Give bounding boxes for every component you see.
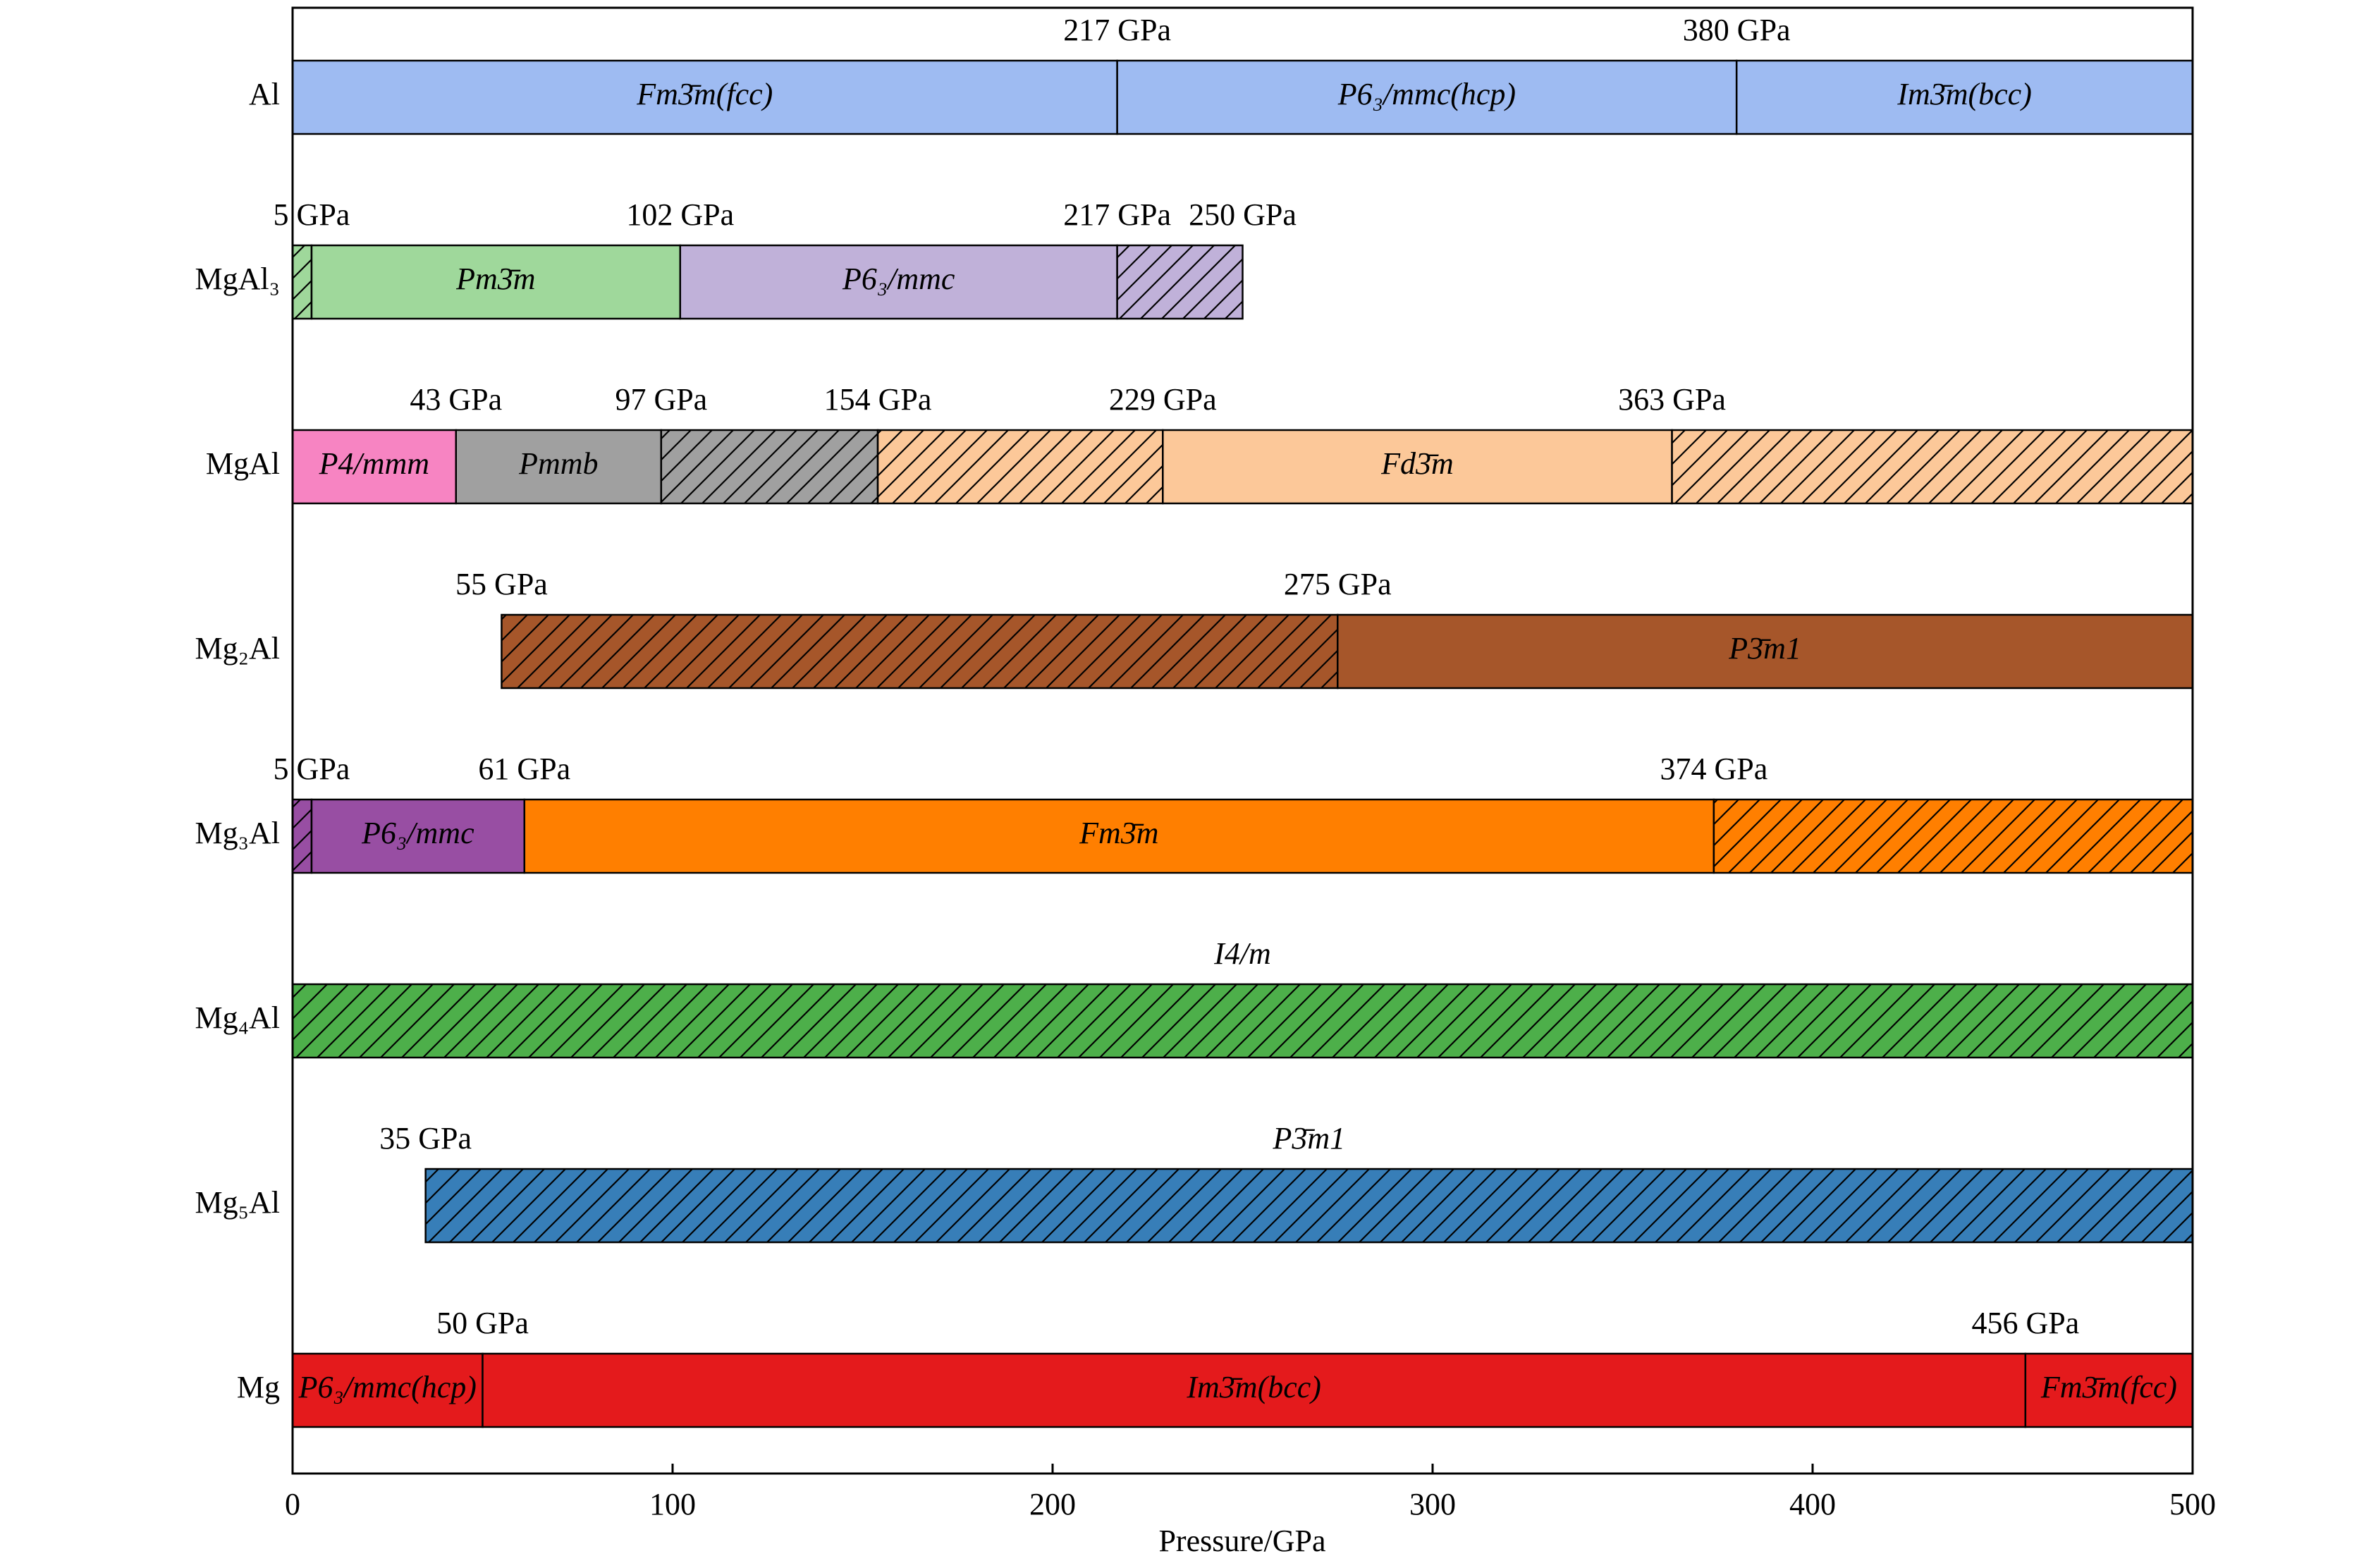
x-tick-label: 500 bbox=[2169, 1487, 2216, 1521]
row-label: Mg bbox=[237, 1370, 280, 1404]
phase-label: P6₃/mmc(hcp) bbox=[1337, 77, 1516, 111]
phase-label: P6₃/mmc bbox=[842, 262, 955, 296]
phase-segment bbox=[1117, 61, 1737, 134]
boundary-label: 102 GPa bbox=[626, 197, 734, 232]
hatch bbox=[293, 800, 312, 873]
x-tick-label: 100 bbox=[649, 1487, 696, 1521]
hatch bbox=[1117, 245, 1243, 319]
row-label: Mg₅Al bbox=[195, 1185, 280, 1220]
phase-segment bbox=[524, 800, 1714, 873]
plot-frame bbox=[291, 6, 2194, 1475]
hatch bbox=[661, 430, 878, 503]
row-label: MgAl₃ bbox=[195, 262, 280, 296]
phase-label: P6₃/mmc bbox=[361, 816, 474, 850]
phase-label: Im3̄m(bcc) bbox=[1897, 77, 2032, 111]
phase-segment bbox=[293, 61, 1117, 134]
boundary-label: 217 GPa bbox=[1063, 197, 1171, 232]
phase-segment bbox=[2025, 1354, 2193, 1427]
boundary-label: 374 GPa bbox=[1660, 752, 1767, 786]
boundary-label: 154 GPa bbox=[824, 382, 932, 417]
hatch bbox=[425, 1169, 2193, 1242]
boundary-label: 456 GPa bbox=[1971, 1306, 2079, 1340]
hatch bbox=[878, 430, 1163, 503]
row-label: Mg₄Al bbox=[195, 1000, 280, 1035]
boundary-label: 35 GPa bbox=[379, 1121, 472, 1156]
hatch bbox=[501, 615, 1338, 688]
boundary-label: 55 GPa bbox=[455, 567, 548, 601]
phase-label: Pmmb bbox=[518, 446, 598, 481]
phase-segment bbox=[482, 1354, 2026, 1427]
hatch bbox=[1713, 800, 2193, 873]
phase-segment bbox=[1337, 615, 2193, 688]
row-label: MgAl bbox=[206, 446, 280, 481]
hatch bbox=[293, 984, 2193, 1058]
phase-label: I4/m bbox=[1213, 936, 1271, 971]
boundary-label: 229 GPa bbox=[1109, 382, 1217, 417]
x-tick-label: 200 bbox=[1029, 1487, 1076, 1521]
phase-label: Fm3̄m(fcc) bbox=[636, 77, 773, 111]
phase-segment bbox=[1163, 430, 1672, 503]
row-label: Mg₃Al bbox=[195, 816, 280, 850]
phase-label: Im3̄m(bcc) bbox=[1186, 1370, 1321, 1404]
boundary-label: 363 GPa bbox=[1618, 382, 1726, 417]
segment-border bbox=[1116, 244, 1244, 320]
phase-label: P3̄m1 bbox=[1272, 1121, 1345, 1156]
row-label: Mg₂Al bbox=[195, 631, 280, 666]
phase-label: P3̄m1 bbox=[1728, 631, 1801, 666]
phase-segment bbox=[311, 800, 525, 873]
x-tick-label: 400 bbox=[1789, 1487, 1836, 1521]
boundary-label: 5 GPa bbox=[274, 197, 350, 232]
boundary-label: 50 GPa bbox=[436, 1306, 529, 1340]
phase-segment bbox=[680, 245, 1117, 319]
phase-label: Pm3̄m bbox=[455, 262, 535, 296]
boundary-label: 61 GPa bbox=[478, 752, 570, 786]
phase-segment bbox=[293, 1354, 483, 1427]
boundary-label: 250 GPa bbox=[1189, 197, 1297, 232]
row-label: Al bbox=[249, 77, 280, 111]
phase-label: Fm3̄m bbox=[1079, 816, 1158, 850]
phase-segment bbox=[455, 430, 661, 503]
phase-label: Fd3̄m bbox=[1380, 446, 1454, 481]
phase-segment bbox=[293, 430, 456, 503]
hatch bbox=[1672, 430, 2193, 503]
boundary-label: 43 GPa bbox=[410, 382, 502, 417]
phase-segment bbox=[311, 245, 680, 319]
phase-label: P6₃/mmc(hcp) bbox=[298, 1370, 477, 1404]
x-axis-label: Pressure/GPa bbox=[1158, 1524, 1325, 1558]
phase-label: Fm3̄m(fcc) bbox=[2040, 1370, 2177, 1404]
boundary-label: 275 GPa bbox=[1284, 567, 1392, 601]
x-tick-label: 0 bbox=[285, 1487, 300, 1521]
phase-segment bbox=[1736, 61, 2193, 134]
hatch bbox=[293, 245, 312, 319]
x-tick-label: 300 bbox=[1409, 1487, 1456, 1521]
phase-label: P4/mmm bbox=[319, 446, 429, 481]
boundary-label: 217 GPa bbox=[1063, 13, 1171, 47]
boundary-label: 97 GPa bbox=[615, 382, 707, 417]
boundary-label: 380 GPa bbox=[1683, 13, 1791, 47]
boundary-label: 5 GPa bbox=[274, 752, 350, 786]
